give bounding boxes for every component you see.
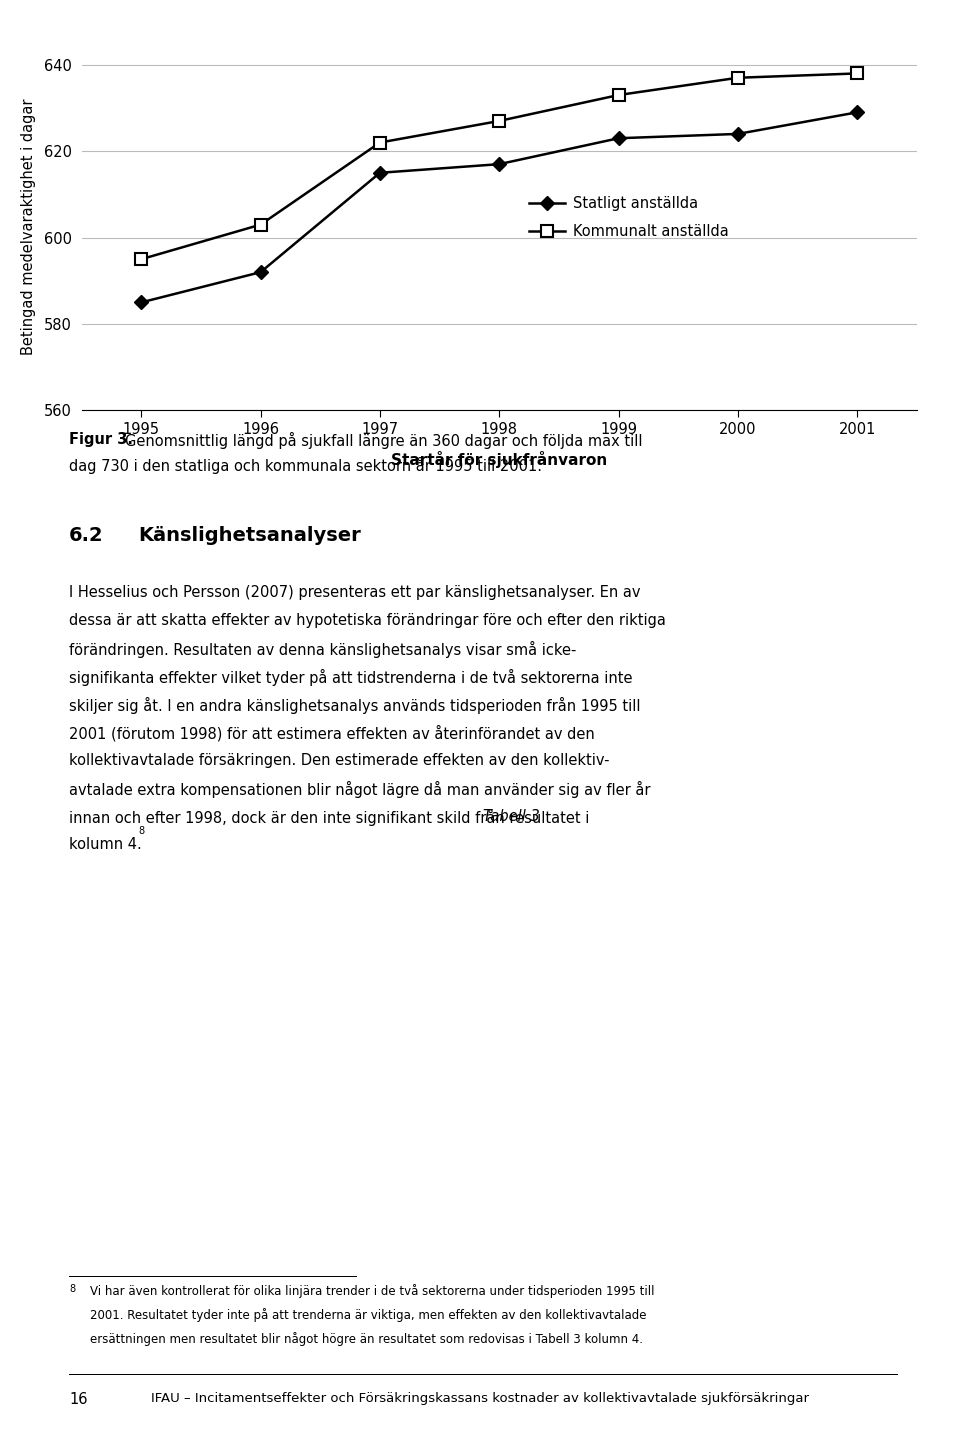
Text: dag 730 i den statliga och kommunala sektorn år 1995 till 2001.: dag 730 i den statliga och kommunala sek…	[69, 458, 542, 474]
Text: avtalade extra kompensationen blir något lägre då man använder sig av fler år: avtalade extra kompensationen blir något…	[69, 780, 651, 798]
Text: Tabell 3: Tabell 3	[483, 809, 540, 824]
Text: Figur 3.: Figur 3.	[69, 432, 133, 446]
Kommunalt anställda	[374, 134, 386, 151]
X-axis label: Startår för sjukfrånvaron: Startår för sjukfrånvaron	[391, 451, 608, 468]
Statligt anställda	[374, 164, 386, 181]
Kommunalt anställda	[135, 251, 147, 268]
Kommunalt anställda	[732, 69, 744, 86]
Kommunalt anställda	[612, 86, 624, 104]
Text: 8: 8	[69, 1284, 75, 1295]
Statligt anställda	[732, 125, 744, 143]
Text: 2001 (förutom 1998) för att estimera effekten av återinförandet av den: 2001 (förutom 1998) för att estimera eff…	[69, 726, 595, 742]
Statligt anställda	[852, 104, 863, 121]
Text: skiljer sig åt. I en andra känslighetsanalys används tidsperioden från 1995 till: skiljer sig åt. I en andra känslighetsan…	[69, 697, 640, 714]
Text: IFAU – Incitamentseffekter och Försäkringskassans kostnader av kollektivavtalade: IFAU – Incitamentseffekter och Försäkrin…	[151, 1392, 809, 1405]
Text: innan och efter 1998, dock är den inte signifikant skild från resultatet i: innan och efter 1998, dock är den inte s…	[69, 809, 594, 827]
Statligt anställda	[135, 294, 147, 311]
Text: kolumn 4.: kolumn 4.	[69, 838, 142, 852]
Text: Vi har även kontrollerat för olika linjära trender i de två sektorerna under tid: Vi har även kontrollerat för olika linjä…	[90, 1284, 655, 1299]
Text: 16: 16	[69, 1392, 87, 1407]
Statligt anställda	[254, 264, 266, 281]
Text: signifikanta effekter vilket tyder på att tidstrenderna i de två sektorerna inte: signifikanta effekter vilket tyder på at…	[69, 668, 633, 685]
Text: I Hesselius och Persson (2007) presenteras ett par känslighetsanalyser. En av: I Hesselius och Persson (2007) presenter…	[69, 585, 640, 599]
Legend: Statligt anställda, Kommunalt anställda: Statligt anställda, Kommunalt anställda	[523, 190, 734, 245]
Y-axis label: Betingad medelvaraktighet i dagar: Betingad medelvaraktighet i dagar	[20, 98, 36, 356]
Text: 8: 8	[138, 827, 144, 835]
Line: Kommunalt anställda: Kommunalt anställda	[135, 68, 863, 265]
Text: 2001. Resultatet tyder inte på att trenderna är viktiga, men effekten av den kol: 2001. Resultatet tyder inte på att trend…	[90, 1308, 647, 1322]
Text: dessa är att skatta effekter av hypotetiska förändringar före och efter den rikt: dessa är att skatta effekter av hypoteti…	[69, 613, 666, 628]
Kommunalt anställda	[254, 216, 266, 233]
Text: ersättningen men resultatet blir något högre än resultatet som redovisas i Tabel: ersättningen men resultatet blir något h…	[90, 1332, 643, 1346]
Kommunalt anställda	[852, 65, 863, 82]
Text: 6.2: 6.2	[69, 526, 104, 544]
Statligt anställda	[493, 156, 505, 173]
Kommunalt anställda	[493, 112, 505, 130]
Text: Genomsnittlig längd på sjukfall längre än 360 dagar och följda max till: Genomsnittlig längd på sjukfall längre ä…	[125, 432, 642, 449]
Statligt anställda	[612, 130, 624, 147]
Text: kollektivavtalade försäkringen. Den estimerade effekten av den kollektiv-: kollektivavtalade försäkringen. Den esti…	[69, 753, 610, 768]
Text: Känslighetsanalyser: Känslighetsanalyser	[138, 526, 361, 544]
Text: förändringen. Resultaten av denna känslighetsanalys visar små icke-: förändringen. Resultaten av denna känsli…	[69, 641, 577, 658]
Line: Statligt anställda: Statligt anställda	[136, 108, 862, 307]
